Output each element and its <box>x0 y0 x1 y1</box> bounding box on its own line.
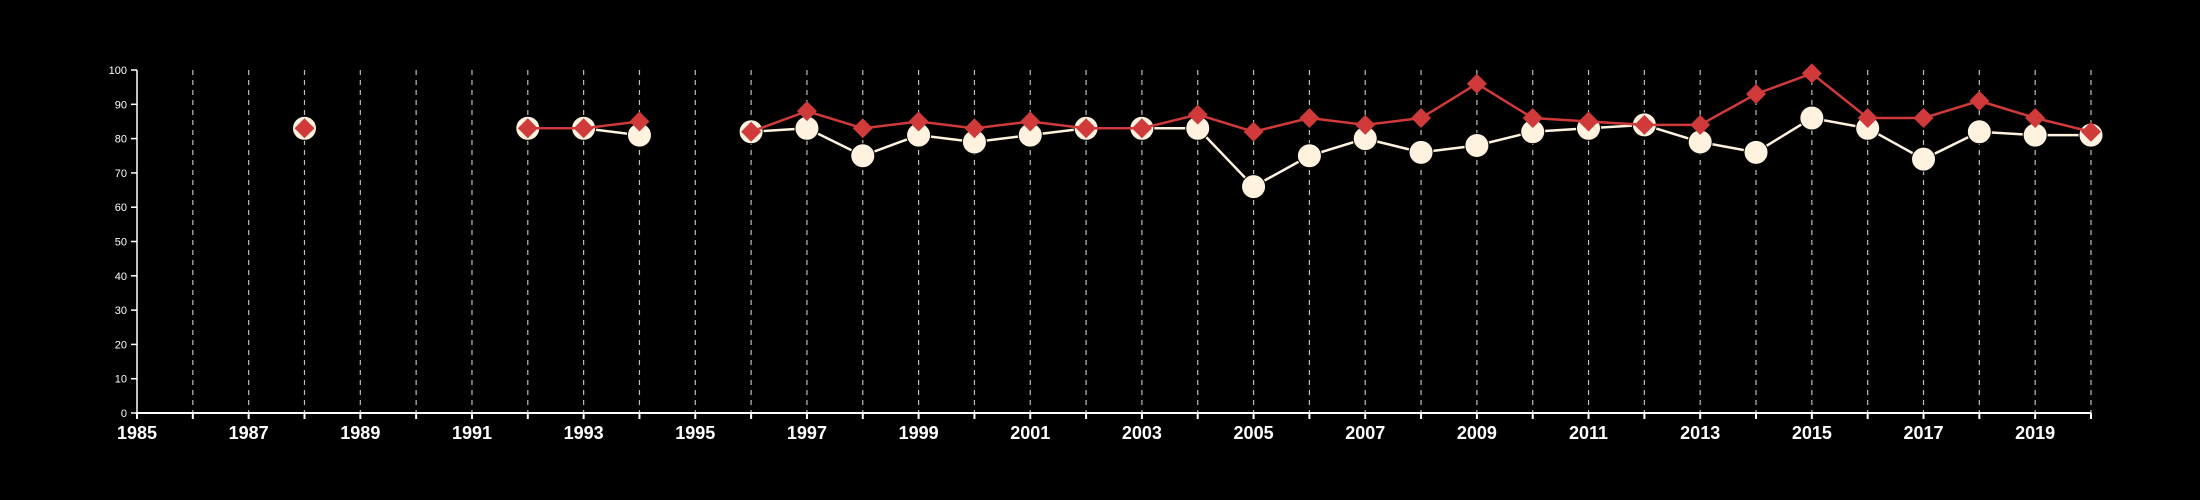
x-tick-label-1993: 1993 <box>564 423 604 443</box>
series-0-point-2015 <box>1799 105 1825 131</box>
x-tick-label-1997: 1997 <box>787 423 827 443</box>
series-0-point-2018 <box>1966 119 1992 145</box>
series-1-point-2011 <box>1578 111 1599 132</box>
series-0-point-1998 <box>850 143 876 169</box>
series-layer <box>291 63 2104 200</box>
y-tick-label-60: 60 <box>115 202 127 214</box>
series-1-point-2019 <box>2025 108 2046 129</box>
series-1-point-2006 <box>1299 108 1320 129</box>
x-tick-label-1995: 1995 <box>675 423 715 443</box>
y-tick-label-10: 10 <box>115 374 127 386</box>
x-tick-label-2011: 2011 <box>1569 423 1608 443</box>
series-1-point-2013 <box>1690 114 1711 135</box>
series-1-point-2007 <box>1355 114 1376 135</box>
x-tick-label-1999: 1999 <box>899 423 939 443</box>
x-tick-label-1991: 1991 <box>452 423 492 443</box>
x-tick-label-2001: 2001 <box>1010 423 1050 443</box>
series-1-point-2017 <box>1913 108 1934 129</box>
series-0-point-2014 <box>1743 139 1769 165</box>
series-0-point-2009 <box>1464 132 1490 158</box>
x-tick-label-2003: 2003 <box>1122 423 1162 443</box>
y-tick-label-20: 20 <box>115 339 127 351</box>
x-tick-label-1989: 1989 <box>340 423 380 443</box>
series-1 <box>294 63 2101 142</box>
axes-layer <box>131 69 2092 419</box>
series-0-point-2008 <box>1408 139 1434 165</box>
x-tick-label-2013: 2013 <box>1680 423 1720 443</box>
series-1-point-1992 <box>517 118 538 139</box>
series-1-point-1997 <box>796 101 817 122</box>
y-tick-label-30: 30 <box>115 305 127 317</box>
x-tick-label-2019: 2019 <box>2015 423 2055 443</box>
y-tick-label-50: 50 <box>115 237 127 249</box>
series-0-point-2006 <box>1296 143 1322 169</box>
series-1-point-2004 <box>1187 104 1208 125</box>
series-1-point-2005 <box>1243 121 1264 142</box>
series-1-point-2010 <box>1522 108 1543 129</box>
labels-layer: 1985 1987 1989 1991 1993 1995 1997 1999 2001 2003… <box>109 65 2056 443</box>
series-1-point-2020 <box>2081 121 2101 142</box>
series-1-point-1999 <box>908 111 929 132</box>
series-1-point-2001 <box>1020 111 1041 132</box>
series-1-point-2012 <box>1634 114 1655 135</box>
x-tick-label-2009: 2009 <box>1457 423 1497 443</box>
y-tick-label-100: 100 <box>109 65 127 77</box>
series-1-point-1996 <box>741 121 762 142</box>
y-tick-label-80: 80 <box>115 134 127 146</box>
series-1-point-2014 <box>1746 84 1767 105</box>
x-tick-label-1987: 1987 <box>229 423 269 443</box>
y-tick-label-90: 90 <box>115 99 127 111</box>
y-tick-label-40: 40 <box>115 271 127 283</box>
series-1-point-2009 <box>1466 73 1487 94</box>
grid-layer <box>192 70 2092 413</box>
series-1-point-2008 <box>1411 108 1432 129</box>
series-1-point-2002 <box>1076 118 1097 139</box>
x-tick-label-1985: 1985 <box>117 423 157 443</box>
y-tick-label-0: 0 <box>121 408 127 420</box>
series-1-point-1993 <box>573 118 594 139</box>
series-1-point-1998 <box>852 118 873 139</box>
series-1-point-1994 <box>629 111 650 132</box>
series-1-point-2018 <box>1969 90 1990 111</box>
series-0-point-2017 <box>1911 146 1937 172</box>
y-tick-label-70: 70 <box>115 168 127 180</box>
series-0 <box>291 105 2104 200</box>
series-1-point-1988 <box>294 118 315 139</box>
x-tick-label-2015: 2015 <box>1792 423 1832 443</box>
series-1-point-2016 <box>1857 108 1878 129</box>
series-1-point-2000 <box>964 118 985 139</box>
x-tick-label-2005: 2005 <box>1234 423 1274 443</box>
x-tick-label-2017: 2017 <box>1903 423 1943 443</box>
x-tick-label-2007: 2007 <box>1345 423 1385 443</box>
series-0-point-2005 <box>1241 174 1267 200</box>
series-1-point-2003 <box>1131 118 1152 139</box>
series-1-point-2015 <box>1801 63 1822 84</box>
